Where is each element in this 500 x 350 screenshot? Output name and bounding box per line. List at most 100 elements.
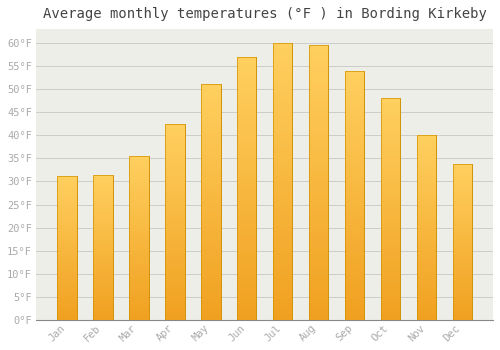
Bar [57, 210, 76, 214]
Bar [308, 172, 328, 177]
Bar [416, 220, 436, 224]
Bar [416, 246, 436, 250]
Bar [380, 178, 400, 183]
Bar [344, 85, 364, 91]
Bar [308, 271, 328, 276]
Bar [416, 205, 436, 209]
Bar [452, 204, 472, 208]
Bar [236, 194, 256, 199]
Bar [452, 164, 472, 320]
Bar [380, 289, 400, 293]
Bar [272, 132, 292, 137]
Bar [57, 216, 76, 219]
Bar [272, 65, 292, 71]
Bar [236, 88, 256, 93]
Bar [380, 169, 400, 174]
Bar [129, 205, 148, 208]
Bar [165, 293, 184, 296]
Bar [308, 122, 328, 128]
Bar [380, 130, 400, 134]
Bar [93, 253, 112, 256]
Bar [272, 237, 292, 243]
Bar [236, 83, 256, 88]
Bar [308, 281, 328, 287]
Bar [200, 164, 220, 169]
Bar [93, 221, 112, 224]
Bar [416, 298, 436, 301]
Bar [165, 265, 184, 269]
Bar [236, 57, 256, 320]
Bar [57, 193, 76, 196]
Bar [129, 218, 148, 221]
Bar [57, 308, 76, 311]
Bar [129, 264, 148, 267]
Bar [452, 264, 472, 267]
Bar [344, 155, 364, 160]
Bar [272, 181, 292, 187]
Bar [308, 309, 328, 314]
Bar [416, 161, 436, 165]
Bar [416, 187, 436, 191]
Bar [380, 116, 400, 120]
Bar [308, 94, 328, 100]
Bar [236, 209, 256, 215]
Bar [93, 276, 112, 279]
Bar [308, 199, 328, 204]
Bar [452, 164, 472, 167]
Bar [272, 243, 292, 248]
Bar [236, 204, 256, 209]
Bar [129, 247, 148, 251]
Bar [165, 194, 184, 198]
Bar [165, 214, 184, 218]
Bar [452, 298, 472, 301]
Bar [93, 183, 112, 186]
Bar [416, 146, 436, 150]
Bar [236, 230, 256, 236]
Bar [236, 93, 256, 99]
Bar [200, 296, 220, 301]
Bar [200, 221, 220, 226]
Bar [308, 45, 328, 320]
Bar [129, 258, 148, 261]
Bar [452, 307, 472, 310]
Bar [129, 251, 148, 254]
Bar [236, 246, 256, 252]
Bar [272, 143, 292, 148]
Bar [165, 128, 184, 132]
Bar [452, 170, 472, 173]
Bar [165, 273, 184, 277]
Bar [129, 300, 148, 303]
Bar [165, 253, 184, 257]
Bar [57, 271, 76, 274]
Bar [308, 144, 328, 149]
Bar [344, 180, 364, 185]
Bar [93, 180, 112, 183]
Bar [416, 135, 436, 320]
Bar [452, 192, 472, 195]
Bar [344, 150, 364, 155]
Bar [272, 204, 292, 209]
Bar [93, 314, 112, 317]
Bar [93, 308, 112, 311]
Bar [344, 215, 364, 220]
Bar [308, 62, 328, 67]
Bar [380, 267, 400, 271]
Bar [416, 239, 436, 243]
Bar [416, 265, 436, 268]
Bar [308, 177, 328, 183]
Bar [272, 303, 292, 309]
Bar [416, 183, 436, 187]
Bar [272, 248, 292, 253]
Bar [272, 71, 292, 76]
Bar [452, 186, 472, 189]
Bar [308, 51, 328, 56]
Bar [236, 309, 256, 315]
Bar [200, 113, 220, 118]
Bar [380, 143, 400, 147]
Bar [165, 226, 184, 230]
Bar [236, 157, 256, 162]
Bar [236, 72, 256, 78]
Bar [129, 310, 148, 313]
Bar [272, 187, 292, 192]
Bar [308, 265, 328, 271]
